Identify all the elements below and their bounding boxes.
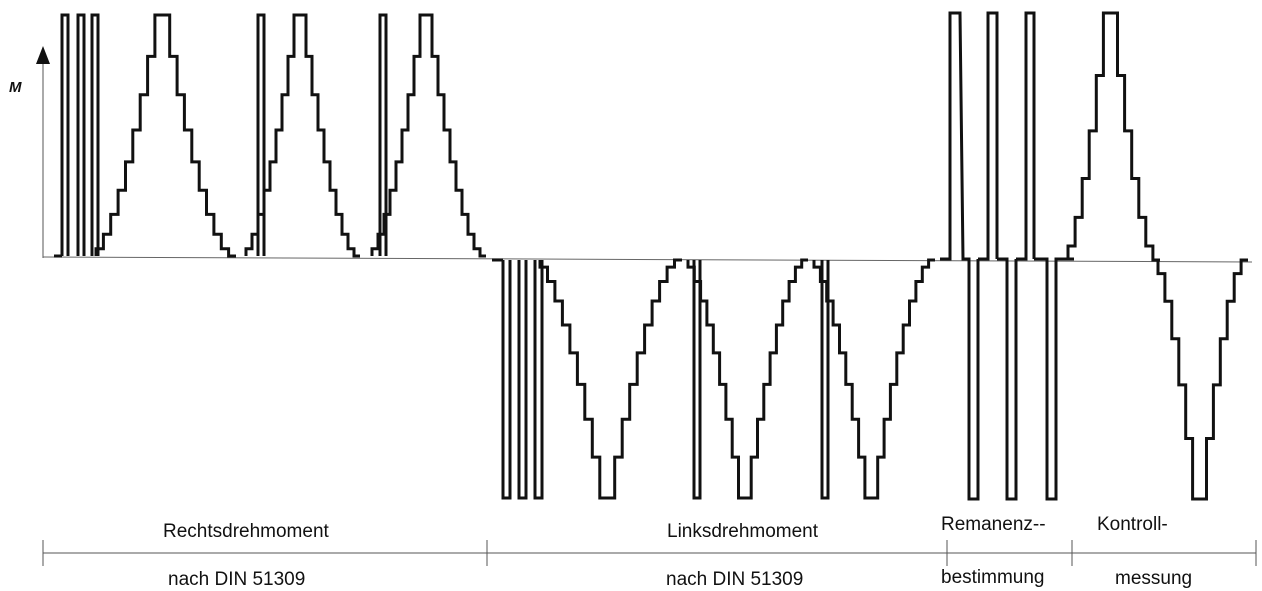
preload-pulse [692, 260, 702, 500]
load-series [370, 13, 486, 258]
preload-pulse [820, 260, 830, 500]
remanence-pulse [940, 11, 966, 261]
preload-pulse [60, 13, 70, 256]
zero-baseline [42, 256, 1253, 263]
preload-pulse [517, 260, 528, 500]
preload-pulse [76, 13, 86, 256]
load-series [244, 13, 360, 258]
preload-pulse [501, 260, 512, 500]
section-sublabel-bestimmung: bestimmung [941, 567, 1045, 588]
load-series [812, 258, 935, 500]
section-label-rechtsdrehmoment: Rechtsdrehmoment [163, 521, 329, 542]
preload-pulse [256, 13, 266, 256]
remanence-pulse [966, 257, 980, 501]
preload-pulse [378, 13, 388, 256]
section-label-linksdrehmoment: Linksdrehmoment [667, 521, 819, 542]
remanence-pulse [1016, 11, 1036, 261]
preload-pulse [90, 13, 100, 256]
control-series-positive [1066, 11, 1160, 262]
section-sublabel-messung: messung [1115, 568, 1193, 589]
remanence-pulse [978, 11, 999, 261]
section-label-remanenz: Remanenz-- [941, 514, 1046, 535]
section-sublabel-din-2: nach DIN 51309 [666, 569, 804, 590]
load-series [686, 258, 808, 500]
torque-signal [54, 11, 1248, 501]
m-axis-arrow-icon [36, 46, 50, 64]
axis-label-m: M [9, 79, 22, 96]
control-series-negative [1156, 258, 1248, 501]
load-series [538, 258, 682, 500]
load-series [94, 13, 236, 258]
section-label-kontroll: Kontroll- [1097, 514, 1168, 535]
remanence-pulse [997, 257, 1018, 501]
preload-pulse [533, 260, 544, 500]
section-sublabel-din-1: nach DIN 51309 [168, 569, 306, 590]
remanence-pulse [1034, 257, 1074, 501]
